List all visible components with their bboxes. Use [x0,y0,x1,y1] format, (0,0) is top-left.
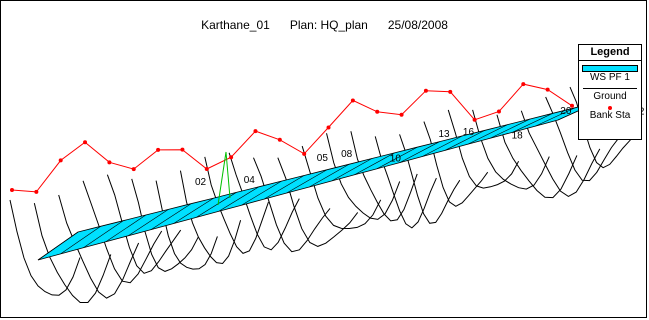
water-cross-line [105,214,146,242]
ground-line [9,199,81,296]
bank-station-line [10,82,574,206]
water-cross-line [83,220,124,249]
ground-line [374,136,437,229]
bank-station-marker [204,166,209,171]
water-cross-line [444,129,486,151]
bank-station-marker [156,147,161,152]
water-cross-line [286,169,327,194]
project-name: Karthane_01 [201,18,270,32]
bank-station-marker [253,129,258,134]
water-cross-line [150,203,192,230]
ground-line [277,157,359,247]
water-cross-line [354,152,395,176]
bank-station-marker [229,155,234,160]
bank-station-marker [277,137,282,142]
legend-item-bank: Bank Sta [589,110,631,121]
bank-station-marker [34,189,39,194]
ground-line [204,156,269,254]
bank-station-marker [399,112,404,117]
bank-station-marker [472,117,477,122]
bank-station-marker [570,103,574,108]
water-surface-fill [37,101,599,261]
water-surface [37,101,599,261]
water-cross-line [535,107,576,127]
water-cross-line [241,180,282,206]
legend: Legend WS PF 1 Ground Bank Sta [578,44,642,140]
ground-line [545,96,620,182]
legend-ground-swatch [583,88,637,89]
legend-water-swatch [582,65,638,72]
ground-line [520,110,601,197]
ground-line [496,114,578,199]
section-label: 08 [341,149,353,160]
ground-line [155,180,218,270]
plan-date: 25/08/2008 [387,18,448,32]
bank-station-marker [521,82,526,87]
section-label: 20 [560,106,572,117]
ground-line [106,174,182,274]
water-cross-line [399,141,440,163]
water-cross-line [467,124,508,145]
bank-station-marker [545,87,550,92]
section-label: 13 [439,129,451,140]
ground-line [33,203,112,303]
water-cross-line [218,186,260,212]
water-cross-line [128,209,169,236]
bank-station-marker [448,89,453,94]
section-label: 04 [244,175,256,186]
section-label: 16 [463,127,475,138]
water-cross-line [512,113,553,133]
ground-line [82,180,163,284]
ground-lines [9,86,637,303]
ground-line [350,131,418,222]
water-cross-line [331,158,373,182]
section-label: 18 [512,130,524,141]
ground-line [301,145,382,230]
bank-station-marker [350,98,355,103]
water-cross-line [60,226,101,255]
ground-line [228,152,300,251]
bank-station-marker [10,188,14,192]
bank-station-marker [58,158,63,163]
water-cross-line [309,163,350,188]
legend-item-ground: Ground [593,91,627,102]
legend-title: Legend [579,45,641,61]
plan-name: Plan: HQ_plan [289,18,368,32]
ground-line [447,109,520,189]
section-label: 10 [390,154,402,165]
section-label: 02 [195,177,207,188]
profile-line [217,151,231,206]
bank-station-marker [326,125,331,130]
bank-station-marker [302,151,307,156]
section-label: 05 [317,153,329,164]
bank-line [11,83,573,193]
water-cross-line [37,231,79,261]
water-cross-line [263,175,305,200]
bank-station-marker [375,109,380,114]
water-cross-line [490,118,531,139]
bank-station-marker [131,167,136,172]
bank-station-marker [423,88,428,93]
bank-station-marker [107,160,112,165]
bank-station-marker [83,140,88,145]
bank-station-marker [180,147,185,152]
water-cross-line [173,197,214,224]
water-cross-line [422,135,463,157]
legend-item-water: WS PF 1 [589,72,630,83]
chart-title: Karthane_01 Plan: HQ_plan 25/08/2008 [0,18,649,32]
water-cross-line [376,146,418,169]
ground-line [399,134,461,224]
legend-bank-marker [608,106,612,110]
ground-line [472,109,550,190]
bank-station-marker [496,109,501,114]
